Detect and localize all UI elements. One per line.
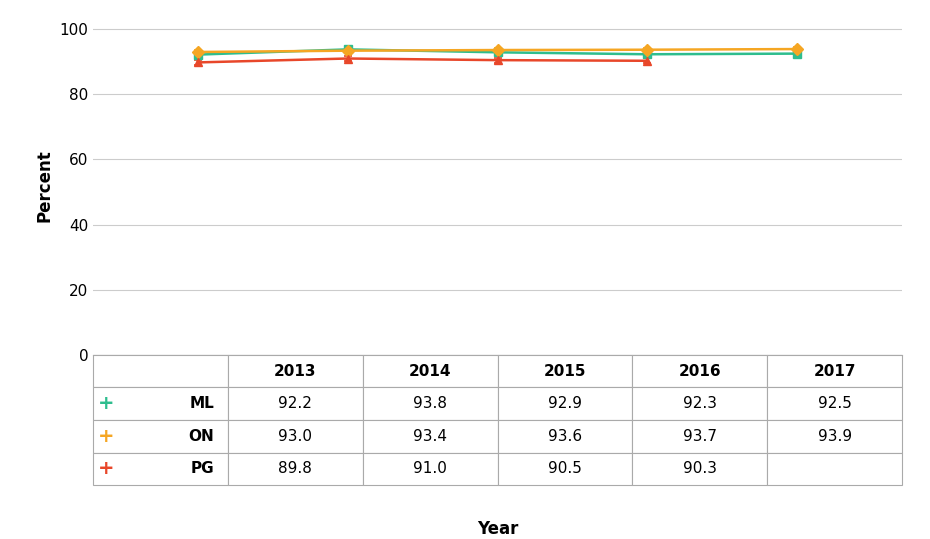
Text: +: + [99, 459, 114, 478]
Y-axis label: Percent: Percent [35, 149, 54, 222]
Text: Year: Year [477, 520, 518, 537]
Text: +: + [99, 427, 114, 446]
Text: +: + [99, 394, 114, 413]
